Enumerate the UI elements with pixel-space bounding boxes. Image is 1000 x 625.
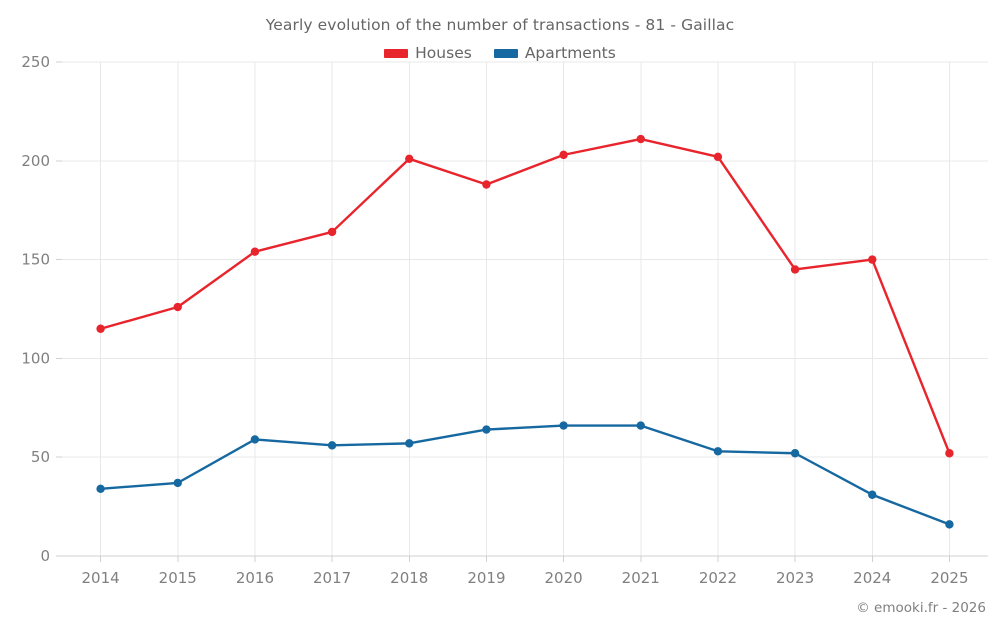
data-point[interactable]: [96, 324, 105, 333]
y-axis-tick-label: 50: [31, 448, 50, 466]
legend-label-houses: Houses: [415, 44, 472, 62]
legend-item-apartments[interactable]: Apartments: [493, 44, 616, 62]
y-axis-tick-label: 100: [21, 349, 50, 367]
x-axis-tick-label: 2016: [236, 569, 274, 587]
chart-legend: Houses Apartments: [0, 44, 1000, 62]
data-point[interactable]: [405, 154, 414, 164]
series-line-apartments: [99, 424, 951, 526]
series-houses: [96, 134, 954, 458]
data-point[interactable]: [945, 520, 954, 529]
x-axis-tick-label: 2025: [930, 569, 968, 587]
y-axis-tick-label: 0: [40, 547, 50, 565]
x-axis-tick-label: 2020: [544, 569, 582, 587]
data-point[interactable]: [173, 478, 182, 488]
legend-swatch-apartments: [493, 48, 518, 58]
copyright-note: © emooki.fr - 2026: [856, 600, 986, 616]
y-axis-tick-label: 150: [21, 251, 50, 269]
data-point[interactable]: [868, 255, 877, 264]
data-point[interactable]: [868, 490, 877, 499]
series-line-houses: [99, 137, 951, 455]
x-axis-tick-label: 2023: [776, 569, 814, 587]
chart-title: Yearly evolution of the number of transa…: [265, 16, 735, 34]
data-point[interactable]: [173, 302, 182, 312]
data-point[interactable]: [250, 435, 260, 444]
legend-label-apartments: Apartments: [524, 44, 616, 62]
data-point[interactable]: [250, 247, 260, 256]
data-point[interactable]: [482, 425, 491, 434]
y-axis-tick-label: 200: [21, 152, 50, 170]
x-axis-tick-label: 2019: [467, 569, 505, 587]
data-point[interactable]: [790, 265, 800, 274]
data-point[interactable]: [482, 180, 491, 189]
x-axis-tick-label: 2017: [313, 569, 351, 587]
data-point[interactable]: [636, 421, 645, 430]
x-axis-tick-label: 2024: [853, 569, 891, 587]
data-point[interactable]: [636, 134, 645, 144]
legend-item-houses[interactable]: Houses: [384, 44, 472, 62]
data-point[interactable]: [713, 152, 723, 162]
x-axis-tick-label: 2021: [622, 569, 660, 587]
data-point[interactable]: [327, 441, 337, 450]
y-axis-tick-label: 250: [21, 53, 50, 71]
data-point[interactable]: [559, 421, 568, 430]
x-axis-tick-label: 2014: [81, 569, 119, 587]
data-point[interactable]: [713, 447, 723, 456]
data-point[interactable]: [790, 449, 800, 458]
data-point[interactable]: [405, 439, 414, 448]
data-point[interactable]: [559, 150, 568, 160]
series-apartments: [96, 421, 954, 529]
x-axis-tick-label: 2022: [699, 569, 737, 587]
x-axis-tick-label: 2015: [159, 569, 197, 587]
x-axis-tick-label: 2018: [390, 569, 428, 587]
data-point[interactable]: [945, 449, 954, 458]
data-point[interactable]: [96, 484, 105, 494]
data-point[interactable]: [327, 227, 337, 237]
legend-swatch-houses: [384, 48, 409, 58]
